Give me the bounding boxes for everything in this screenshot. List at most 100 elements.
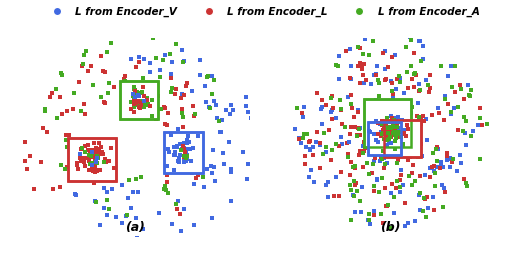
Point bbox=[370, 213, 378, 217]
Point bbox=[328, 117, 336, 121]
Point bbox=[384, 65, 392, 69]
Point bbox=[347, 77, 356, 81]
Point bbox=[393, 162, 401, 166]
Point bbox=[406, 101, 414, 105]
Point bbox=[306, 148, 314, 152]
Point bbox=[403, 123, 411, 127]
Point bbox=[138, 227, 147, 231]
Point bbox=[428, 165, 437, 169]
Point bbox=[444, 74, 452, 78]
Point bbox=[180, 207, 188, 211]
Point bbox=[387, 226, 395, 230]
Point bbox=[368, 171, 376, 175]
Point bbox=[154, 93, 162, 98]
Point bbox=[347, 125, 355, 129]
Point bbox=[93, 161, 102, 165]
Point bbox=[434, 147, 442, 151]
Point bbox=[327, 110, 335, 114]
Point bbox=[478, 123, 487, 127]
Point bbox=[132, 96, 140, 100]
Point bbox=[383, 125, 391, 129]
Point bbox=[358, 67, 367, 71]
Point bbox=[90, 141, 98, 145]
Point bbox=[381, 126, 389, 130]
Point bbox=[442, 158, 451, 162]
Point bbox=[328, 94, 336, 98]
Point bbox=[370, 73, 378, 77]
Point bbox=[414, 132, 422, 136]
Point bbox=[464, 83, 472, 87]
Point bbox=[355, 153, 363, 157]
Point bbox=[415, 82, 423, 86]
Point bbox=[194, 134, 203, 138]
Point bbox=[132, 216, 140, 220]
Point bbox=[138, 99, 146, 103]
Point bbox=[346, 173, 354, 177]
Point bbox=[383, 135, 391, 140]
Point bbox=[392, 125, 400, 129]
Point bbox=[171, 153, 179, 157]
Point bbox=[379, 121, 388, 125]
Point bbox=[62, 138, 70, 142]
Point bbox=[438, 165, 447, 169]
Point bbox=[422, 78, 430, 82]
Point bbox=[325, 127, 333, 132]
Point bbox=[429, 195, 437, 199]
Point bbox=[316, 166, 324, 170]
Point bbox=[188, 146, 197, 150]
Point bbox=[351, 124, 359, 129]
Point bbox=[179, 147, 188, 151]
Point bbox=[408, 171, 417, 175]
Point bbox=[464, 92, 473, 97]
Point bbox=[129, 92, 137, 96]
Point bbox=[170, 153, 178, 157]
Point bbox=[110, 85, 118, 89]
Point bbox=[178, 148, 187, 152]
Point bbox=[397, 103, 406, 107]
Point bbox=[408, 105, 417, 109]
Point bbox=[382, 111, 390, 115]
Point bbox=[93, 152, 102, 156]
Point bbox=[104, 91, 113, 95]
Point bbox=[416, 121, 424, 125]
Point bbox=[317, 105, 326, 110]
Point bbox=[356, 126, 365, 130]
Point bbox=[423, 138, 431, 142]
Point bbox=[373, 144, 381, 148]
Point bbox=[457, 161, 465, 165]
Point bbox=[322, 103, 330, 107]
Point bbox=[459, 129, 467, 133]
Point bbox=[341, 49, 350, 53]
Point bbox=[405, 136, 413, 140]
Point bbox=[102, 159, 110, 164]
Point bbox=[448, 160, 456, 164]
Point bbox=[178, 107, 186, 111]
Point bbox=[440, 186, 449, 190]
Point bbox=[423, 206, 432, 210]
Point bbox=[335, 144, 343, 148]
Point bbox=[403, 221, 412, 225]
Point bbox=[447, 110, 455, 114]
Point bbox=[321, 183, 330, 187]
Point bbox=[410, 72, 419, 77]
Point bbox=[411, 179, 419, 183]
Point bbox=[130, 110, 138, 114]
Point bbox=[378, 112, 387, 116]
Point bbox=[347, 102, 355, 106]
Point bbox=[341, 125, 349, 129]
Point bbox=[85, 159, 93, 164]
Point bbox=[467, 134, 475, 138]
Point bbox=[101, 101, 109, 105]
Point bbox=[57, 112, 66, 116]
Bar bbox=[384, 120, 420, 157]
Point bbox=[350, 164, 359, 168]
Point bbox=[92, 200, 100, 205]
Point bbox=[79, 156, 88, 160]
Point bbox=[387, 191, 396, 195]
Point bbox=[396, 190, 404, 194]
Point bbox=[243, 177, 251, 181]
Point bbox=[72, 193, 80, 197]
Point bbox=[295, 135, 303, 140]
Point bbox=[199, 175, 207, 179]
Point bbox=[353, 65, 362, 69]
